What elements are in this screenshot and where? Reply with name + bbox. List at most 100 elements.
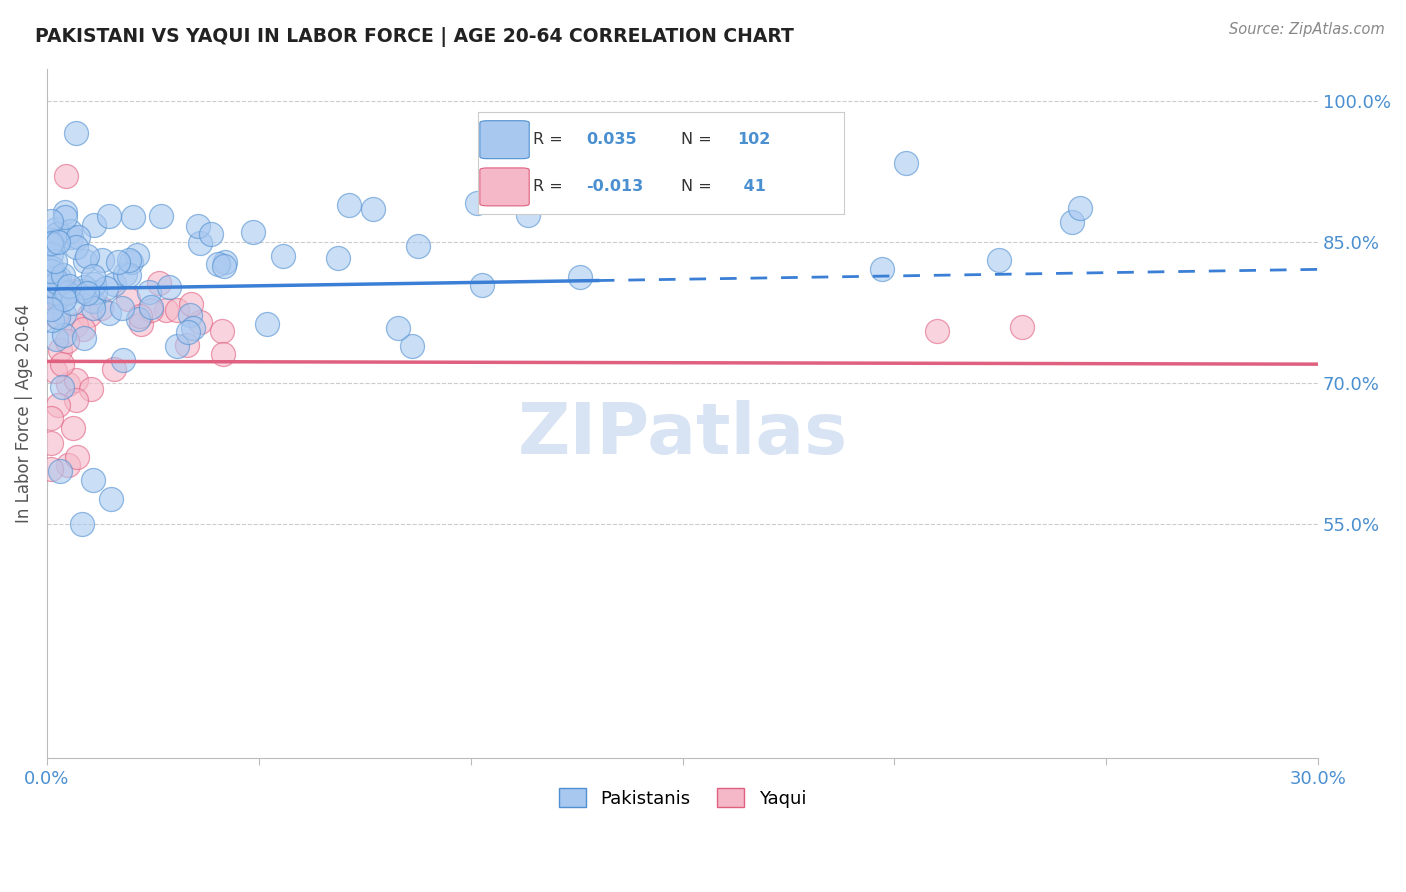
Point	[90, 301, 112, 315]
Point	[56, 376, 79, 391]
Point	[51, 380, 73, 394]
Point	[45, 286, 67, 301]
Point	[73, 280, 96, 294]
Point	[51, 357, 73, 371]
Point	[39, 436, 62, 450]
Point	[58, 279, 80, 293]
Point	[46, 291, 69, 305]
Point	[207, 257, 229, 271]
Point	[39, 276, 62, 290]
Point	[76, 285, 98, 300]
Point	[177, 325, 200, 339]
Point	[111, 301, 134, 315]
Point	[117, 292, 139, 306]
Point	[52, 293, 75, 307]
Point	[39, 280, 62, 294]
Point	[127, 311, 149, 326]
Point	[56, 286, 79, 301]
Point	[166, 339, 188, 353]
Point	[65, 318, 87, 332]
Point	[39, 236, 62, 251]
Point	[988, 252, 1011, 267]
Point	[183, 321, 205, 335]
Point	[49, 343, 72, 358]
Point	[62, 421, 84, 435]
Point	[83, 277, 105, 291]
Point	[465, 196, 488, 211]
Point	[39, 263, 62, 277]
Point	[180, 297, 202, 311]
Point	[39, 233, 62, 247]
Point	[39, 300, 62, 314]
Point	[44, 364, 66, 378]
Point	[91, 253, 114, 268]
Point	[46, 275, 69, 289]
Text: 41: 41	[738, 179, 765, 194]
Point	[894, 155, 917, 169]
Point	[41, 260, 63, 275]
Point	[103, 361, 125, 376]
Point	[125, 248, 148, 262]
Text: PAKISTANI VS YAQUI IN LABOR FORCE | AGE 20-64 CORRELATION CHART: PAKISTANI VS YAQUI IN LABOR FORCE | AGE …	[35, 27, 794, 46]
Point	[82, 268, 104, 283]
Point	[49, 464, 72, 478]
Legend: Pakistanis, Yaqui: Pakistanis, Yaqui	[551, 781, 814, 815]
Point	[271, 249, 294, 263]
Text: R =: R =	[533, 132, 562, 147]
Point	[46, 310, 69, 324]
Point	[256, 317, 278, 331]
Point	[73, 253, 96, 268]
Point	[401, 339, 423, 353]
Point	[42, 278, 65, 293]
Point	[39, 411, 62, 425]
Point	[155, 302, 177, 317]
Point	[65, 126, 87, 140]
Point	[129, 317, 152, 331]
Point	[569, 270, 592, 285]
Point	[150, 209, 173, 223]
Point	[363, 202, 385, 216]
Point	[94, 281, 117, 295]
Text: N =: N =	[681, 179, 711, 194]
Point	[59, 284, 82, 298]
Point	[471, 278, 494, 293]
Point	[179, 308, 201, 322]
Point	[120, 254, 142, 268]
Point	[1069, 201, 1091, 215]
Point	[82, 294, 104, 309]
Point	[44, 270, 66, 285]
Point	[83, 218, 105, 232]
Point	[111, 353, 134, 368]
Text: 0.035: 0.035	[586, 132, 637, 147]
Point	[141, 302, 163, 317]
Point	[117, 252, 139, 267]
Text: ZIPatlas: ZIPatlas	[517, 400, 848, 468]
Point	[70, 284, 93, 298]
Point	[56, 334, 79, 349]
Point	[53, 327, 76, 342]
Point	[82, 301, 104, 316]
Point	[55, 169, 77, 184]
Point	[72, 331, 94, 345]
Point	[39, 462, 62, 476]
Point	[53, 210, 76, 224]
Point	[56, 458, 79, 472]
Point	[98, 209, 121, 223]
Point	[65, 392, 87, 407]
Point	[66, 450, 89, 464]
Point	[76, 249, 98, 263]
Point	[44, 332, 66, 346]
Text: -0.013: -0.013	[586, 179, 643, 194]
Point	[114, 267, 136, 281]
Point	[80, 383, 103, 397]
Point	[55, 285, 77, 299]
Point	[65, 239, 87, 253]
Point	[200, 227, 222, 241]
Y-axis label: In Labor Force | Age 20-64: In Labor Force | Age 20-64	[15, 304, 32, 523]
Point	[148, 277, 170, 291]
Text: N =: N =	[681, 132, 711, 147]
Point	[66, 230, 89, 244]
Point	[45, 309, 67, 323]
Point	[77, 308, 100, 322]
Point	[100, 491, 122, 506]
